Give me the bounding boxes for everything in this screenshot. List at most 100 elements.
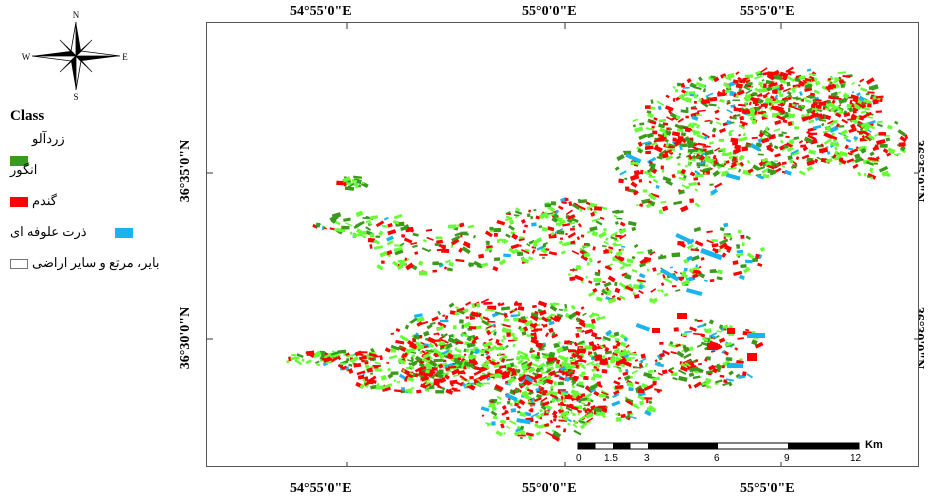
- crop-parcel: [528, 402, 535, 405]
- crop-parcel: [787, 121, 793, 127]
- crop-parcel: [542, 256, 545, 259]
- crop-parcel: [747, 86, 753, 89]
- crop-parcel: [773, 128, 781, 132]
- crop-parcel: [421, 247, 429, 252]
- crop-parcel: [740, 234, 745, 239]
- crop-parcel: [404, 375, 409, 380]
- crop-parcel: [719, 147, 726, 151]
- crop-parcel: [463, 348, 467, 353]
- crop-parcel: [569, 356, 574, 360]
- crop-parcel: [315, 360, 320, 364]
- crop-parcel: [539, 408, 543, 413]
- crop-parcel: [736, 249, 744, 254]
- crop-parcel: [714, 147, 721, 152]
- crop-parcel: [536, 390, 542, 394]
- crop-parcel: [593, 390, 600, 397]
- crop-parcel: [692, 375, 701, 380]
- crop-parcel: [467, 328, 473, 331]
- crop-parcel: [633, 190, 638, 196]
- crop-parcel: [536, 425, 544, 429]
- crop-parcel: [692, 267, 700, 271]
- crop-parcel: [743, 102, 747, 106]
- crop-parcel: [612, 352, 619, 357]
- crop-parcel: [655, 184, 660, 189]
- crop-parcel: [403, 258, 410, 263]
- crop-parcel: [715, 363, 723, 370]
- crop-parcel: [798, 139, 804, 144]
- crop-parcel: [395, 339, 405, 345]
- crop-parcel: [616, 296, 622, 301]
- crop-parcel: [530, 216, 533, 220]
- crop-parcel: [721, 365, 725, 369]
- crop-parcel: [697, 142, 707, 147]
- crop-parcel: [738, 133, 742, 137]
- crop-parcel: [508, 219, 515, 225]
- crop-parcel: [723, 234, 733, 238]
- crop-parcel: [544, 332, 550, 338]
- crop-parcel: [354, 222, 363, 228]
- crop-parcel: [625, 186, 630, 191]
- crop-parcel: [867, 129, 872, 133]
- crop-parcel: [442, 314, 446, 317]
- crop-parcel: [899, 135, 907, 143]
- crop-parcels: [286, 66, 909, 442]
- crop-parcel: [442, 359, 445, 361]
- crop-parcel: [522, 367, 528, 373]
- crop-parcel: [785, 135, 790, 138]
- crop-parcel: [586, 206, 591, 211]
- crop-parcel: [829, 125, 839, 134]
- crop-parcel: [636, 204, 639, 207]
- crop-parcel: [405, 348, 409, 352]
- crop-parcel: [594, 206, 603, 211]
- crop-parcel: [305, 359, 312, 365]
- crop-parcel: [738, 274, 746, 280]
- crop-parcel: [582, 407, 587, 411]
- crop-parcel: [768, 107, 773, 111]
- crop-parcel: [530, 412, 540, 418]
- crop-parcel: [673, 327, 679, 332]
- crop-parcel: [875, 95, 884, 99]
- crop-parcel: [565, 233, 568, 236]
- crop-parcel: [373, 239, 380, 245]
- crop-parcel: [465, 365, 471, 370]
- crop-parcel: [624, 285, 634, 292]
- crop-parcel: [341, 176, 351, 184]
- crop-parcel: [735, 244, 739, 247]
- crop-parcel: [684, 362, 691, 368]
- crop-parcel: [410, 356, 415, 362]
- crop-parcel: [734, 144, 742, 150]
- crop-parcel: [550, 313, 556, 317]
- crop-parcel: [400, 386, 406, 391]
- crop-parcel: [665, 94, 670, 99]
- crop-parcel: [619, 265, 625, 270]
- crop-parcel: [839, 151, 848, 157]
- crop-parcel: [547, 226, 555, 232]
- crop-parcel: [580, 329, 585, 333]
- crop-parcel: [752, 164, 760, 171]
- crop-parcel: [625, 344, 630, 349]
- crop-parcel: [593, 277, 602, 283]
- crop-parcel: [706, 356, 711, 361]
- crop-parcel: [578, 362, 583, 366]
- crop-parcel: [790, 149, 800, 156]
- crop-parcel: [816, 156, 823, 161]
- crop-parcel: [689, 128, 693, 131]
- crop-parcel: [360, 181, 369, 189]
- crop-parcel: [751, 136, 758, 139]
- crop-parcel: [730, 121, 735, 124]
- crop-parcel: [688, 154, 693, 160]
- crop-parcel: [865, 93, 870, 96]
- crop-parcel: [526, 388, 534, 393]
- crop-parcel: [598, 269, 601, 274]
- crop-parcel: [735, 83, 743, 89]
- crop-parcel: [592, 373, 603, 379]
- crop-parcel: [616, 417, 622, 422]
- crop-parcel: [669, 147, 676, 152]
- crop-parcel: [805, 113, 810, 117]
- crop-parcel: [693, 332, 702, 336]
- crop-parcel: [499, 419, 507, 424]
- crop-parcel: [584, 328, 593, 335]
- crop-parcel: [703, 279, 708, 282]
- crop-parcel: [751, 339, 758, 346]
- crop-parcel: [482, 382, 490, 385]
